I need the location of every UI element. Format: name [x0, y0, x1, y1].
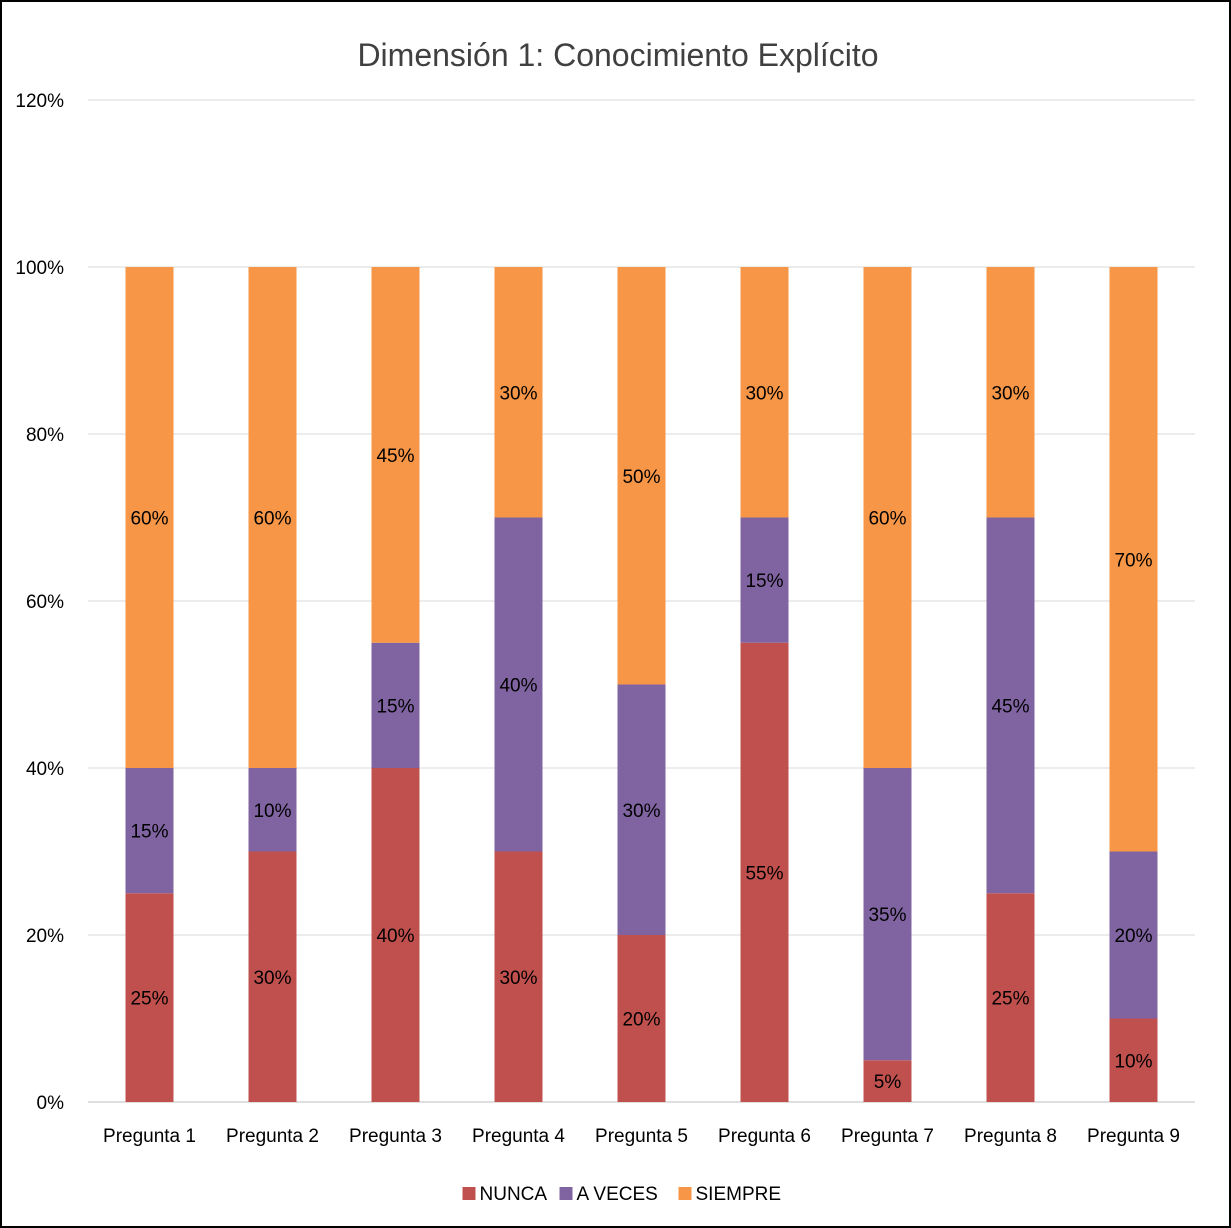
legend-label: NUNCA [480, 1184, 548, 1205]
x-category-label: Pregunta 4 [472, 1126, 565, 1147]
y-tick-label: 80% [26, 425, 64, 446]
data-label: 45% [376, 446, 414, 467]
data-label: 5% [874, 1072, 902, 1093]
bar-segment-nunca [1109, 1018, 1158, 1102]
bar-segment-a-veces [125, 768, 174, 894]
data-label: 60% [253, 509, 291, 530]
legend-label: A VECES [577, 1184, 658, 1205]
bar-segment-nunca [371, 768, 420, 1102]
bar-segment-a-veces [248, 768, 297, 852]
legend: NUNCA A VECES SIEMPRE [462, 1184, 782, 1205]
bar-segment-nunca [863, 1060, 912, 1102]
bar-segment-siempre [248, 267, 297, 768]
x-category-label: Pregunta 5 [595, 1126, 688, 1147]
x-category-label: Pregunta 1 [103, 1126, 196, 1147]
bar-segment-a-veces [494, 517, 543, 852]
y-tick-label: 120% [15, 91, 64, 112]
data-label: 30% [745, 383, 783, 404]
data-label: 30% [253, 968, 291, 989]
data-label: 30% [991, 383, 1029, 404]
bar-segment-a-veces [986, 517, 1035, 894]
bar-segment-siempre [863, 267, 912, 768]
y-tick-label: 60% [26, 592, 64, 613]
x-category-label: Pregunta 6 [718, 1126, 811, 1147]
data-label: 30% [622, 801, 660, 822]
data-label: 25% [130, 989, 168, 1010]
bar-segment-a-veces [371, 642, 420, 768]
bar-segment-siempre [1109, 267, 1158, 852]
x-category-label: Pregunta 8 [964, 1126, 1057, 1147]
data-label: 20% [1114, 926, 1152, 947]
data-label: 20% [622, 1010, 660, 1031]
y-tick-label: 100% [15, 258, 64, 279]
bar-segment-a-veces [863, 768, 912, 1061]
bar-segment-siempre [125, 267, 174, 768]
legend-swatch-a-veces [559, 1187, 573, 1200]
data-label: 55% [745, 863, 783, 884]
bar-segment-siempre [740, 267, 789, 518]
bar-segment-siempre [494, 267, 543, 518]
bar-segment-siempre [986, 267, 1035, 518]
legend-label: SIEMPRE [696, 1184, 782, 1205]
y-tick-label: 40% [26, 759, 64, 780]
bar-segment-a-veces [1109, 851, 1158, 1019]
data-label: 15% [130, 822, 168, 843]
data-label: 15% [745, 571, 783, 592]
bar-segment-nunca [125, 893, 174, 1102]
bar-segment-nunca [248, 851, 297, 1102]
bar-segment-siempre [617, 267, 666, 685]
bar-segment-a-veces [740, 517, 789, 643]
data-label: 10% [1114, 1051, 1152, 1072]
bars: 25% 15% 60% 30% 10% 60% 40% 15% 45% 30% 40% 30% 20% 3… [125, 267, 1158, 1102]
data-label: 70% [1114, 550, 1152, 571]
bar-segment-a-veces [617, 684, 666, 935]
x-category-label: Pregunta 3 [349, 1126, 442, 1147]
data-label: 25% [991, 989, 1029, 1010]
data-label: 30% [499, 383, 537, 404]
bar-segment-siempre [371, 267, 420, 643]
x-axis: Pregunta 1 Pregunta 2 Pregunta 3 Pregunta 4… [103, 1126, 1180, 1147]
data-label: 15% [376, 696, 414, 717]
chart-title: Dimensión 1: Conocimiento Explícito [357, 37, 878, 73]
bar-segment-nunca [494, 851, 543, 1102]
x-category-label: Pregunta 9 [1087, 1126, 1180, 1147]
x-category-label: Pregunta 2 [226, 1126, 319, 1147]
legend-swatch-siempre [678, 1187, 692, 1200]
data-label: 35% [868, 905, 906, 926]
y-tick-label: 20% [26, 926, 64, 947]
data-label: 40% [499, 676, 537, 697]
bar-segment-nunca [617, 935, 666, 1102]
bar-segment-nunca [986, 893, 1035, 1102]
data-label: 40% [376, 926, 414, 947]
data-label: 60% [130, 509, 168, 530]
y-tick-label: 0% [37, 1093, 65, 1114]
bar-segment-nunca [740, 642, 789, 1102]
data-label: 30% [499, 968, 537, 989]
data-label: 50% [622, 467, 660, 488]
data-label: 10% [253, 801, 291, 822]
data-label: 45% [991, 696, 1029, 717]
y-axis: 0% 20% 40% 60% 80% 100% 120% [15, 91, 64, 1114]
legend-swatch-nunca [462, 1187, 476, 1200]
x-category-label: Pregunta 7 [841, 1126, 934, 1147]
data-label: 60% [868, 509, 906, 530]
